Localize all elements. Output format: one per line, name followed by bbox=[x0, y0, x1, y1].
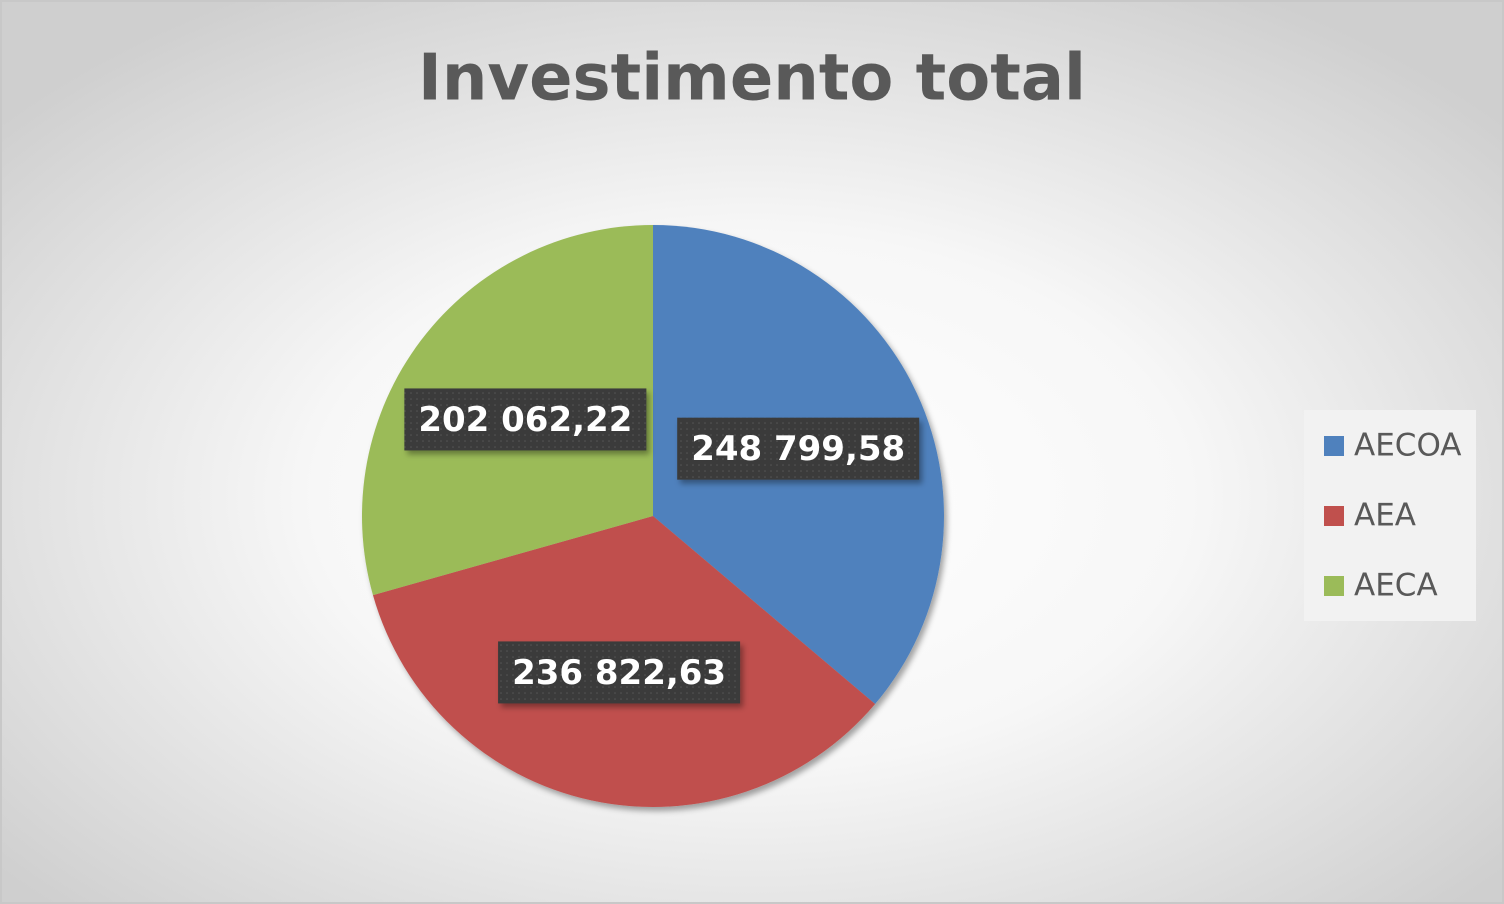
legend-label: AECOA bbox=[1354, 428, 1462, 464]
data-label: 236 822,63 bbox=[498, 641, 741, 704]
data-label: 248 799,58 bbox=[677, 417, 920, 480]
legend-label: AEA bbox=[1354, 498, 1416, 534]
data-label-box bbox=[404, 388, 647, 451]
data-label-text: 236 822,63 bbox=[512, 653, 726, 693]
legend-swatch bbox=[1324, 436, 1344, 456]
chart-title: Investimento total bbox=[418, 42, 1086, 116]
legend-label: AECA bbox=[1354, 568, 1438, 604]
data-label-box bbox=[677, 417, 920, 480]
data-label-text: 248 799,58 bbox=[691, 429, 905, 469]
data-label-text: 202 062,22 bbox=[418, 400, 632, 440]
legend-swatch bbox=[1324, 506, 1344, 526]
data-label-box bbox=[498, 641, 741, 704]
legend: AECOA AEA AECA bbox=[1324, 428, 1462, 604]
legend-swatch bbox=[1324, 576, 1344, 596]
data-label: 202 062,22 bbox=[404, 388, 647, 451]
data-labels: 248 799,58 236 822,63 202 062,22 bbox=[404, 388, 920, 704]
pie bbox=[362, 224, 944, 807]
